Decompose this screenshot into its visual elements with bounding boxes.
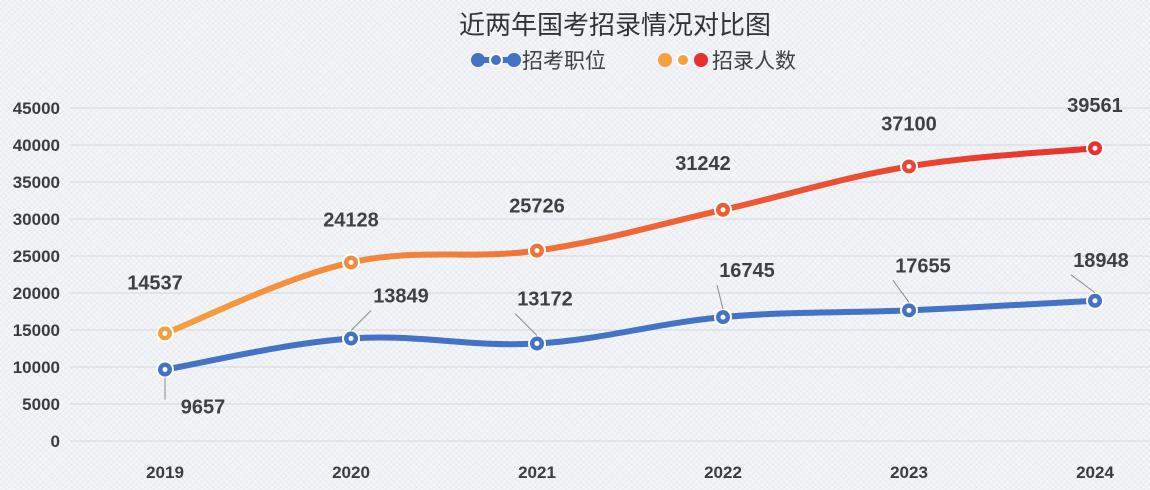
data-label: 14537 bbox=[127, 272, 183, 294]
legend-marker bbox=[471, 53, 485, 67]
y-tick-label: 5000 bbox=[22, 395, 60, 414]
x-tick-label: 2023 bbox=[890, 463, 928, 482]
data-label: 39561 bbox=[1067, 95, 1123, 117]
y-tick-label: 45000 bbox=[13, 99, 60, 118]
legend-marker bbox=[676, 53, 690, 67]
chart-title: 近两年国考招录情况对比图 bbox=[459, 11, 771, 41]
point-center bbox=[906, 163, 912, 169]
y-tick-label: 20000 bbox=[13, 284, 60, 303]
label-leader-line bbox=[514, 313, 538, 336]
legend: 招考职位 招录人数 bbox=[471, 49, 796, 73]
point-center bbox=[1092, 145, 1098, 151]
legend-label-2: 招录人数 bbox=[712, 49, 796, 73]
label-leader-line bbox=[892, 280, 910, 303]
series-line-1 bbox=[162, 297, 1098, 373]
legend-label-1: 招考职位 bbox=[522, 49, 606, 73]
x-tick-label: 2022 bbox=[704, 463, 742, 482]
data-label: 24128 bbox=[323, 209, 379, 231]
data-label: 25726 bbox=[509, 196, 565, 218]
x-tick-label: 2020 bbox=[332, 463, 370, 482]
data-label: 31242 bbox=[675, 153, 731, 175]
data-label: 13172 bbox=[517, 289, 573, 311]
x-axis: 2019 2020 2021 2022 2023 2024 bbox=[146, 463, 1114, 482]
legend-marker bbox=[694, 53, 708, 67]
y-tick-label: 25000 bbox=[13, 247, 60, 266]
point-center bbox=[534, 341, 540, 347]
point-center bbox=[534, 248, 540, 254]
label-leader-line bbox=[350, 310, 372, 331]
y-tick-label: 15000 bbox=[13, 321, 60, 340]
x-tick-label: 2019 bbox=[146, 463, 184, 482]
point-center bbox=[348, 259, 354, 265]
gridlines bbox=[70, 107, 1150, 442]
point-center bbox=[348, 336, 354, 342]
point-center bbox=[162, 330, 168, 336]
data-label: 18948 bbox=[1073, 250, 1129, 272]
point-center bbox=[720, 207, 726, 213]
data-label: 17655 bbox=[895, 255, 951, 277]
x-tick-label: 2021 bbox=[518, 463, 556, 482]
legend-marker bbox=[489, 53, 503, 67]
point-center bbox=[1092, 298, 1098, 304]
data-label: 16745 bbox=[719, 260, 775, 282]
data-label: 9657 bbox=[181, 397, 226, 419]
y-tick-label: 0 bbox=[51, 432, 60, 451]
label-leader-line bbox=[716, 284, 724, 310]
data-label: 13849 bbox=[373, 286, 429, 308]
series-line-2 bbox=[162, 145, 1098, 337]
point-center bbox=[162, 367, 168, 373]
legend-marker bbox=[507, 53, 521, 67]
y-tick-label: 30000 bbox=[13, 210, 60, 229]
point-center bbox=[720, 314, 726, 320]
label-leader-line bbox=[1070, 274, 1096, 294]
y-tick-label: 40000 bbox=[13, 136, 60, 155]
point-center bbox=[906, 307, 912, 313]
legend-marker bbox=[658, 53, 672, 67]
y-axis: 0 5000 10000 15000 20000 25000 30000 35000 40000… bbox=[13, 99, 60, 451]
y-tick-label: 35000 bbox=[13, 173, 60, 192]
y-tick-label: 10000 bbox=[13, 358, 60, 377]
series-group bbox=[156, 139, 1104, 379]
data-label: 37100 bbox=[881, 113, 937, 135]
data-labels: 9657 13849 13172 16745 17655 18948 14537 24128 2… bbox=[127, 95, 1129, 418]
x-tick-label: 2024 bbox=[1076, 463, 1114, 482]
